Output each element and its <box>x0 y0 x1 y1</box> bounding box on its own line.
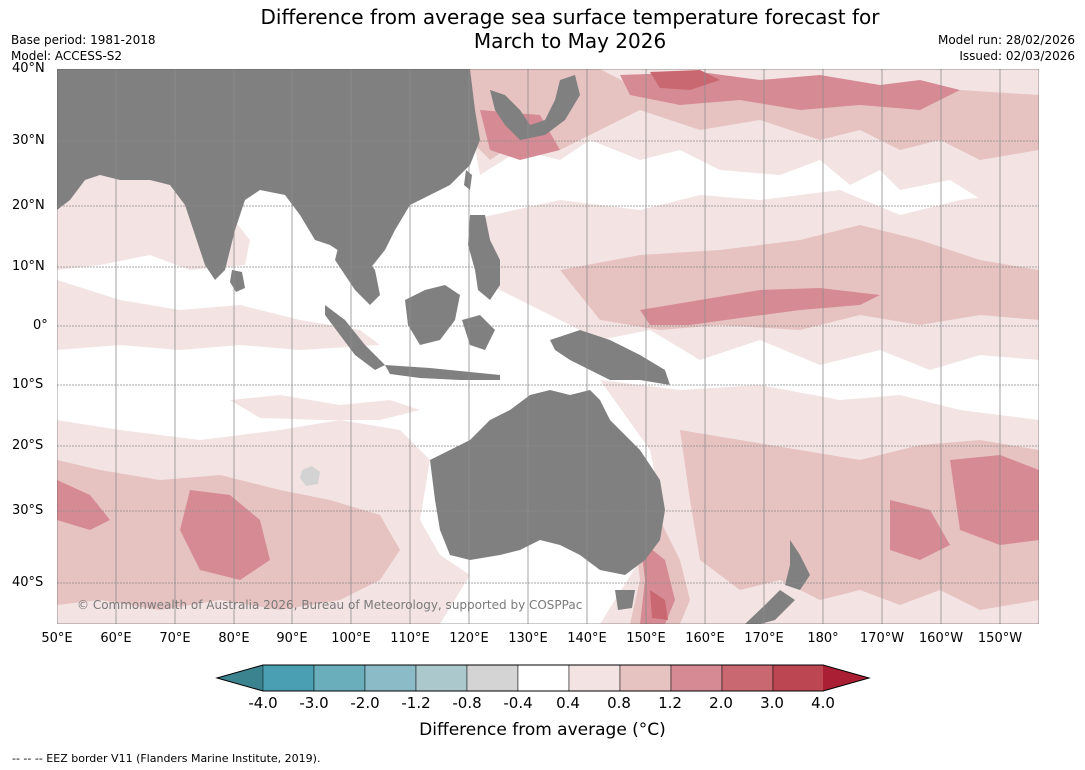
colorbar-tick: 2.0 <box>709 694 733 712</box>
colorbar-segments <box>217 664 869 692</box>
colorbar-segment <box>772 664 825 692</box>
colorbar-extend-high <box>823 665 869 691</box>
anomaly-region-west-indian <box>57 480 110 530</box>
copyright-notice: © Commonwealth of Australia 2026, Bureau… <box>77 598 583 612</box>
meta-right: Model run: 28/02/2026 Issued: 02/03/2026 <box>938 32 1075 64</box>
land-indochina <box>335 240 380 305</box>
lon-label-60e: 60°E <box>100 631 132 646</box>
colorbar-tick: 0.8 <box>607 694 631 712</box>
anomaly-region-equatorial-core <box>640 288 880 325</box>
land-new-zealand-south <box>745 590 795 624</box>
lon-label-170e: 170°E <box>744 631 784 646</box>
lon-label-160w: 160°W <box>918 631 964 646</box>
lat-label-20n: 20°N <box>12 198 45 213</box>
lon-label-120e: 120°E <box>449 631 489 646</box>
anomaly-region-south-indian-core <box>180 490 270 580</box>
colorbar-segment <box>313 664 366 692</box>
lat-label-40n: 40°N <box>12 61 45 76</box>
lon-label-150e: 150°E <box>626 631 666 646</box>
land-new-guinea <box>550 330 670 385</box>
lat-label-40s: 40°S <box>12 575 44 590</box>
lat-label-10s: 10°S <box>12 377 44 392</box>
lon-label-180: 180° <box>807 631 839 646</box>
colorbar-label: Difference from average (°C) <box>419 720 666 740</box>
colorbar-tick: -2.0 <box>350 694 380 712</box>
colorbar-outline <box>215 664 871 692</box>
sst-anomaly-map <box>57 69 1039 624</box>
model-name: Model: ACCESS-S2 <box>11 49 123 63</box>
eez-note: -- -- -- EEZ border V11 (Flanders Marine… <box>12 752 321 765</box>
colorbar-tick: 3.0 <box>760 694 784 712</box>
colorbar-segment <box>466 664 519 692</box>
colorbar-segment <box>670 664 723 692</box>
title-line-2: March to May 2026 <box>473 29 667 53</box>
anomaly-region-south-pacific-inner <box>680 430 1039 610</box>
anomaly-region-kuroshio <box>470 69 1039 160</box>
colorbar-tick: -3.0 <box>299 694 329 712</box>
lon-label-140e: 140°E <box>567 631 607 646</box>
colorbar-tick: 4.0 <box>811 694 835 712</box>
lat-label-30n: 30°N <box>12 133 45 148</box>
anomaly-region-tasman <box>640 540 675 624</box>
land-java <box>385 365 500 380</box>
colorbar-segment <box>364 664 417 692</box>
anomaly-region-south-pacific-core <box>890 500 950 560</box>
lat-label-20s: 20°S <box>12 438 44 453</box>
lat-label-10n: 10°N <box>12 259 45 274</box>
lon-label-170w: 170°W <box>859 631 905 646</box>
lon-label-50e: 50°E <box>41 631 73 646</box>
lon-label-160e: 160°E <box>685 631 725 646</box>
colorbar-tick: -0.4 <box>503 694 533 712</box>
land-new-zealand-north <box>785 540 810 590</box>
land-sumatra <box>325 305 385 370</box>
graticule <box>57 69 1039 624</box>
land-australia <box>430 390 665 575</box>
lat-label-equator: 0° <box>33 318 48 333</box>
missing-data-patch <box>300 466 320 486</box>
anomaly-region-indian-band <box>230 395 420 420</box>
map-title: Difference from average sea surface temp… <box>0 5 1085 53</box>
colorbar-tick: -1.2 <box>401 694 431 712</box>
colorbar-segment <box>721 664 774 692</box>
land-tasmania <box>615 590 635 610</box>
colorbar-tick: 0.4 <box>556 694 580 712</box>
lon-label-70e: 70°E <box>159 631 191 646</box>
land-korea-japan <box>490 75 580 140</box>
anomaly-region-sw-pacific <box>950 455 1039 545</box>
land-borneo <box>405 285 460 345</box>
land-asia <box>57 69 480 280</box>
lon-label-150w: 150°W <box>977 631 1023 646</box>
anomaly-band-2-0-3-0 <box>650 70 720 620</box>
base-period: Base period: 1981-2018 <box>11 33 156 47</box>
colorbar-segment <box>517 664 570 692</box>
land-philippines <box>468 215 500 300</box>
lon-label-90e: 90°E <box>276 631 308 646</box>
meta-left: Base period: 1981-2018 Model: ACCESS-S2 <box>11 32 156 64</box>
colorbar-tick: -0.8 <box>452 694 482 712</box>
lon-label-110e: 110°E <box>390 631 430 646</box>
lon-label-100e: 100°E <box>331 631 371 646</box>
land <box>57 69 810 624</box>
anomaly-region-north-pacific-peak <box>650 70 720 90</box>
colorbar-segment <box>568 664 621 692</box>
lat-label-30s: 30°S <box>12 503 44 518</box>
land-sulawesi <box>462 315 495 350</box>
lon-label-80e: 80°E <box>218 631 250 646</box>
model-run: Model run: 28/02/2026 <box>937 33 1075 47</box>
land-taiwan <box>464 170 472 190</box>
colorbar-extend-low <box>217 665 263 691</box>
issued-date: Issued: 02/03/2026 <box>959 49 1075 63</box>
colorbar-tick: -4.0 <box>248 694 278 712</box>
colorbar-segment <box>619 664 672 692</box>
title-line-1: Difference from average sea surface temp… <box>260 5 880 29</box>
colorbar-segment <box>415 664 468 692</box>
colorbar-segment <box>262 664 315 692</box>
lon-label-130e: 130°E <box>508 631 548 646</box>
colorbar-tick: 1.2 <box>658 694 682 712</box>
anomaly-region-indian-eq <box>57 280 380 350</box>
anomaly-region-tasman-peak <box>650 590 668 620</box>
colorbar <box>215 664 871 692</box>
